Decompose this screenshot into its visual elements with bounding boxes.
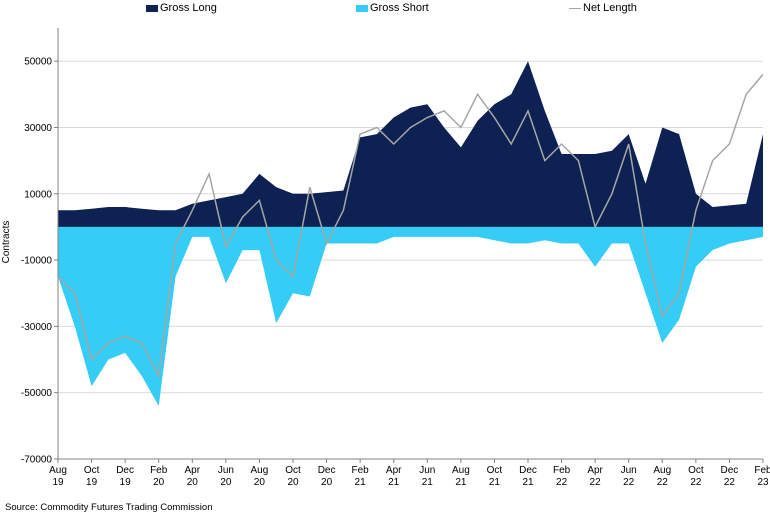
x-tick-label-month: Oct: [285, 465, 301, 476]
x-tick-label-year: 21: [422, 477, 434, 488]
x-tick-label-month: Dec: [318, 465, 336, 476]
x-tick-label-month: Aug: [251, 465, 269, 476]
x-tick-label-month: Oct: [487, 465, 503, 476]
x-tick-label-month: Oct: [84, 465, 100, 476]
y-tick-label: -50000: [21, 388, 53, 399]
legend-swatch-gross-long: [146, 4, 158, 12]
y-tick-label: -30000: [21, 322, 53, 333]
x-tick-label-year: 20: [254, 477, 266, 488]
x-tick-label-year: 21: [489, 477, 501, 488]
x-tick-label-month: Feb: [150, 465, 168, 476]
x-tick-label-year: 20: [287, 477, 299, 488]
x-tick-label-year: 22: [623, 477, 635, 488]
x-tick-label-year: 19: [52, 477, 64, 488]
x-tick-label-month: Feb: [553, 465, 571, 476]
x-tick-label-year: 20: [321, 477, 333, 488]
x-tick-label-year: 22: [556, 477, 568, 488]
x-tick-label-year: 21: [388, 477, 400, 488]
legend-item-gross-short: Gross Short: [356, 2, 429, 14]
y-tick-label: 10000: [24, 189, 52, 200]
x-tick-label-year: 22: [657, 477, 669, 488]
y-tick-labels: 50000 30000 10000 -10000 -30000 -50000 -70000: [21, 57, 53, 466]
y-axis-label: Contracts: [1, 221, 12, 264]
x-tick-label-year: 20: [153, 477, 165, 488]
x-tick-label-year: 21: [522, 477, 534, 488]
x-tick-label-month: Dec: [116, 465, 134, 476]
x-tick-label-month: Apr: [386, 465, 402, 476]
series-net-length-line: [57, 73, 764, 379]
x-tick-label-month: Feb: [754, 465, 770, 476]
x-tick-label-year: 20: [220, 477, 232, 488]
x-tick-label-month: Apr: [587, 465, 603, 476]
x-tick-label-month: Dec: [519, 465, 537, 476]
x-tick-label-month: Jun: [621, 465, 637, 476]
chart-areas: [57, 61, 764, 406]
legend-item-net-length: Net Length: [569, 2, 637, 14]
x-tick-label-month: Jun: [419, 465, 435, 476]
x-tick-label-year: 19: [120, 477, 132, 488]
x-tick-label-year: 22: [724, 477, 736, 488]
x-tick-label-month: Oct: [688, 465, 704, 476]
x-tick-label-year: 22: [690, 477, 702, 488]
legend-swatch-net-length: [569, 7, 581, 9]
y-tick-label: -10000: [21, 256, 53, 267]
legend: Gross Long Gross Short Net Length: [0, 2, 770, 18]
x-tick-label-year: 21: [355, 477, 367, 488]
x-tick-label-month: Aug: [49, 465, 67, 476]
x-tick-label-year: 23: [757, 477, 769, 488]
chart-axes: [54, 28, 764, 463]
x-tick-label-month: Dec: [721, 465, 739, 476]
x-tick-label-year: 20: [187, 477, 199, 488]
y-tick-label: -70000: [21, 455, 53, 466]
y-tick-label: 50000: [24, 57, 52, 68]
source-note: Source: Commodity Futures Trading Commis…: [5, 502, 213, 513]
legend-label-net-length: Net Length: [583, 2, 637, 14]
x-tick-label-year: 19: [86, 477, 98, 488]
x-tick-label-month: Aug: [452, 465, 470, 476]
legend-label-gross-short: Gross Short: [370, 2, 429, 14]
y-tick-label: 30000: [24, 123, 52, 134]
series-gross-long-area: [58, 61, 763, 227]
x-tick-label-month: Aug: [653, 465, 671, 476]
legend-item-gross-long: Gross Long: [146, 2, 217, 14]
x-tick-label-year: 21: [455, 477, 467, 488]
series-gross-short-area: [58, 226, 763, 406]
x-tick-label-month: Feb: [351, 465, 369, 476]
x-tick-label-month: Jun: [218, 465, 234, 476]
x-tick-labels: Aug19Oct19Dec19Feb20Apr20Jun20Aug20Oct20…: [49, 465, 770, 488]
legend-swatch-gross-short: [356, 4, 368, 12]
x-tick-label-year: 22: [590, 477, 602, 488]
legend-label-gross-long: Gross Long: [160, 2, 217, 14]
x-tick-label-month: Apr: [185, 465, 201, 476]
